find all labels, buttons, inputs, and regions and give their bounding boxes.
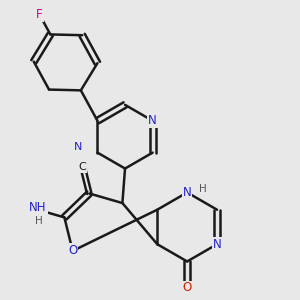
Text: O: O bbox=[68, 244, 77, 257]
Text: N: N bbox=[74, 142, 82, 152]
Text: N: N bbox=[183, 186, 191, 199]
Text: N: N bbox=[213, 238, 221, 251]
Text: O: O bbox=[182, 281, 192, 295]
Text: H: H bbox=[34, 216, 42, 226]
Text: NH: NH bbox=[29, 201, 46, 214]
Text: C: C bbox=[79, 162, 86, 172]
Text: N: N bbox=[148, 114, 157, 127]
Text: H: H bbox=[199, 184, 207, 194]
Text: F: F bbox=[36, 8, 43, 21]
